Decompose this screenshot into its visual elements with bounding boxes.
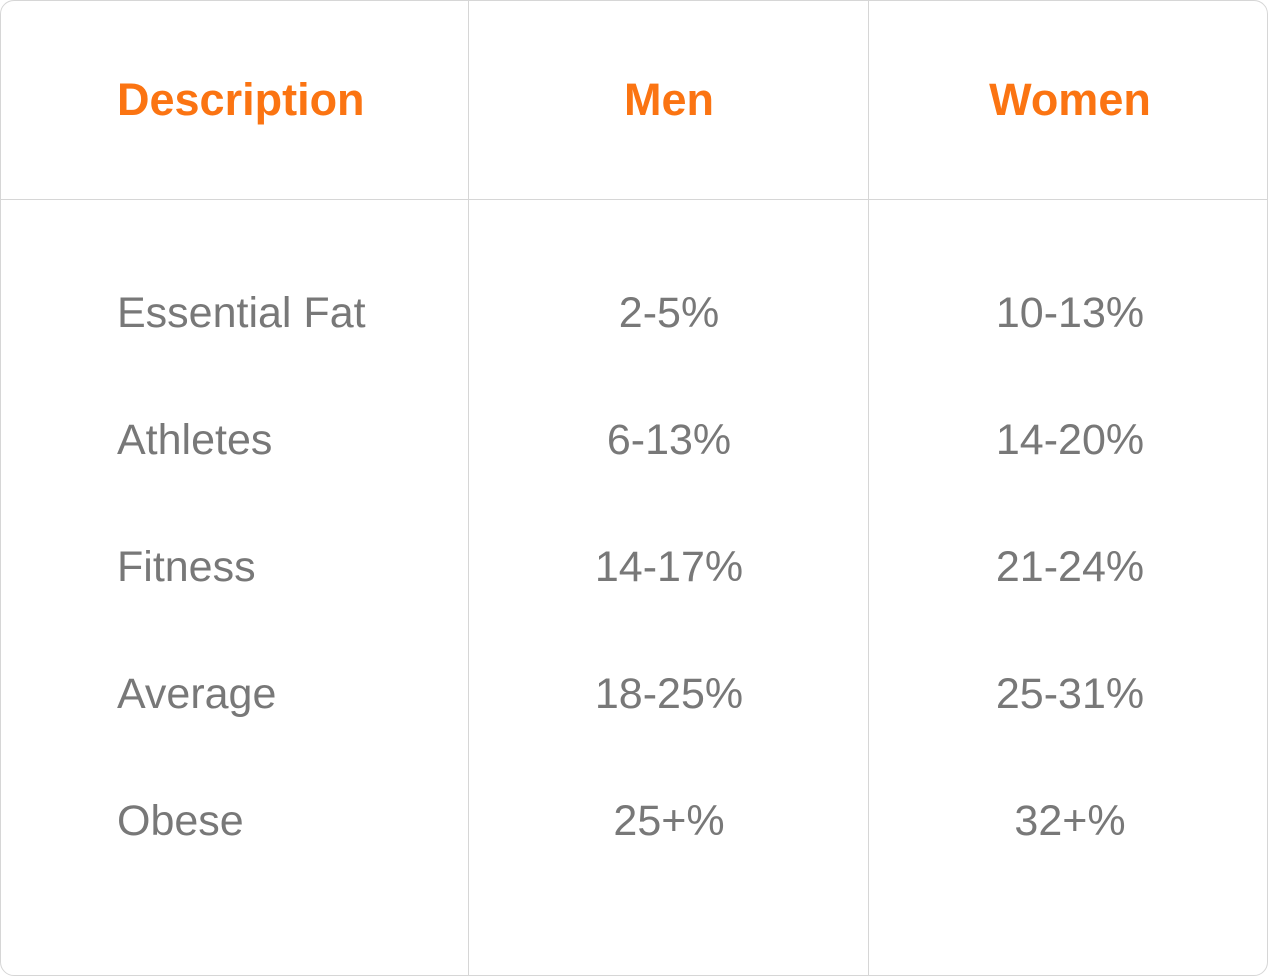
table-header: Description Men Women xyxy=(1,1,1267,199)
cell-description: Obese xyxy=(117,797,244,845)
cell-description: Essential Fat xyxy=(117,289,366,337)
table-row: Athletes 6-13% 14-20% xyxy=(1,377,1267,504)
cell-women: 10-13% xyxy=(995,289,1145,337)
cell-description: Average xyxy=(117,670,277,718)
table-body: Essential Fat 2-5% 10-13% Athletes 6-13%… xyxy=(1,250,1267,885)
column-divider-2 xyxy=(868,1,869,975)
header-divider xyxy=(1,199,1267,200)
cell-women: 21-24% xyxy=(995,543,1145,591)
table-row: Essential Fat 2-5% 10-13% xyxy=(1,250,1267,377)
cell-men: 18-25% xyxy=(594,670,744,718)
cell-women: 32+% xyxy=(1014,797,1126,845)
column-divider-1 xyxy=(468,1,469,975)
table-row: Average 18-25% 25-31% xyxy=(1,631,1267,758)
header-description: Description xyxy=(117,74,365,125)
cell-men: 2-5% xyxy=(618,289,720,337)
header-men: Men xyxy=(624,74,714,125)
table-row: Fitness 14-17% 21-24% xyxy=(1,504,1267,631)
cell-women: 25-31% xyxy=(995,670,1145,718)
cell-men: 25+% xyxy=(613,797,725,845)
header-women: Women xyxy=(989,74,1151,125)
table-row: Obese 25+% 32+% xyxy=(1,758,1267,885)
cell-men: 6-13% xyxy=(606,416,732,464)
cell-description: Fitness xyxy=(117,543,256,591)
cell-men: 14-17% xyxy=(594,543,744,591)
cell-description: Athletes xyxy=(117,416,273,464)
cell-women: 14-20% xyxy=(995,416,1145,464)
